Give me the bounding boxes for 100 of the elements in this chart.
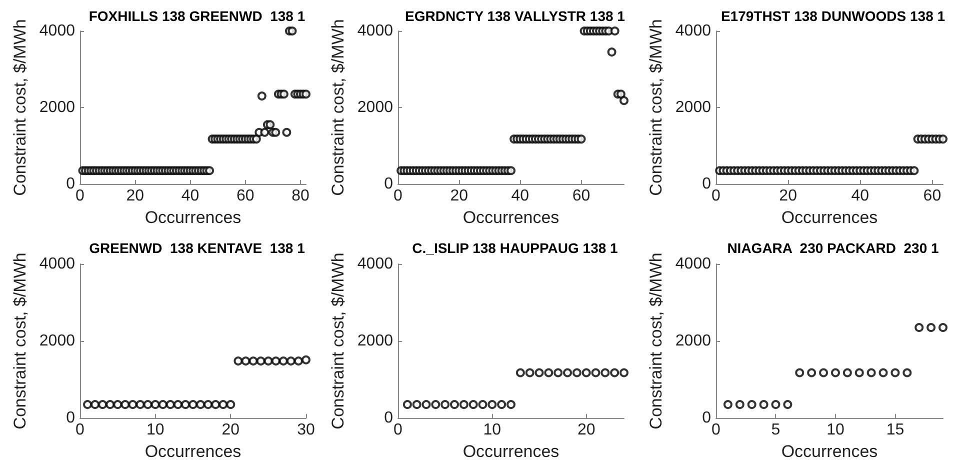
point [747,400,756,410]
x-tick-label: 5 [771,422,780,438]
x-tick-label: 10 [483,422,502,438]
point [842,368,852,378]
point [188,400,198,410]
x-axis-title: Occurrences [781,442,878,461]
point [234,356,243,366]
x-tick-label: 60 [923,188,942,204]
x-tick-label: 20 [126,188,144,204]
y-tick-label: 4000 [357,22,394,40]
y-tick-label: 4000 [39,256,76,272]
point [278,356,288,366]
y-tick-label: 4000 [39,22,76,40]
point [271,356,280,366]
point [890,368,900,378]
y-axis-title: Constraint cost, $/MWh [646,252,666,430]
y-axis-title: Constraint cost, $/MWh [646,19,666,196]
point [723,400,732,410]
y-tick-label: 0 [384,410,394,426]
point [173,400,182,410]
point [819,368,828,378]
point [83,400,92,410]
point [180,400,190,410]
y-tick-label: 0 [702,176,712,192]
point [256,356,266,366]
y-tick-label: 0 [384,176,394,192]
x-tick-label: 10 [826,422,844,438]
point [878,368,888,378]
x-tick-label: 15 [886,422,904,438]
y-tick-label: 4000 [675,22,712,40]
x-tick-label: 60 [236,188,254,204]
point [807,368,816,378]
y-tick-label: 2000 [357,332,394,350]
point [106,400,115,410]
point [759,400,768,410]
point [938,323,948,332]
point [128,400,138,410]
x-axis-title: Occurrences [144,208,242,227]
point [241,356,250,366]
y-tick-label: 2000 [675,332,712,350]
y-tick-label: 2000 [357,99,394,116]
point [264,356,273,366]
chart-title: C._ISLIP 138 HAUPPAUG 138 1 [412,240,618,256]
point [926,323,936,332]
point [866,368,876,378]
point [196,400,206,410]
x-axis-title: Occurrences [462,208,560,227]
y-tick-label: 0 [702,410,712,426]
point [902,368,912,378]
point [302,355,310,364]
point [136,400,145,410]
chart-title: NIAGARA 230 PACKARD 230 1 [727,240,940,256]
y-axis-title: Constraint cost, $/MWh [10,252,30,430]
point [211,400,220,410]
chart-title: E179THST 138 DUNWOODS 138 1 [720,8,946,24]
point [166,400,175,410]
x-tick-label: 30 [297,422,315,438]
x-tick-label: 80 [292,188,310,204]
y-tick-label: 2000 [39,332,76,350]
x-tick-label: 60 [572,188,590,204]
y-tick-label: 0 [66,410,76,426]
chart-title: FOXHILLS 138 GREENWD 138 1 [88,8,306,24]
point [120,400,130,410]
point [735,400,744,410]
point [90,400,100,410]
x-tick-label: 20 [577,422,596,438]
y-tick-label: 2000 [675,99,712,116]
point [854,368,864,378]
x-tick-label: 20 [450,188,468,204]
x-tick-label: 40 [181,188,200,204]
point [226,400,236,410]
y-tick-label: 2000 [39,99,76,116]
point [771,400,780,410]
y-tick-label: 4000 [357,256,394,272]
x-tick-label: 40 [511,188,530,204]
chart-title: GREENWD 138 KENTAVE 138 1 [89,240,306,256]
point [795,368,804,378]
point [248,356,258,366]
x-tick-label: 20 [222,422,240,438]
point [98,400,108,410]
point [783,400,792,410]
point [218,400,228,410]
x-axis-title: Occurrences [462,442,560,461]
point [113,400,122,410]
x-tick-label: 20 [779,188,798,204]
x-tick-label: 40 [851,188,870,204]
y-axis-title: Constraint cost, $/MWh [10,19,30,196]
point [158,400,168,410]
x-tick-label: 10 [146,422,164,438]
point [830,368,840,378]
chart-title: EGRDNCTY 138 VALLYSTR 138 1 [405,8,626,24]
y-axis-title: Constraint cost, $/MWh [328,252,348,430]
point [150,400,160,410]
y-tick-label: 4000 [675,256,712,272]
point [143,400,152,410]
point [204,400,213,410]
y-axis-title: Constraint cost, $/MWh [328,19,348,196]
x-axis-title: Occurrences [781,208,878,227]
point [294,356,303,366]
point [286,356,296,366]
